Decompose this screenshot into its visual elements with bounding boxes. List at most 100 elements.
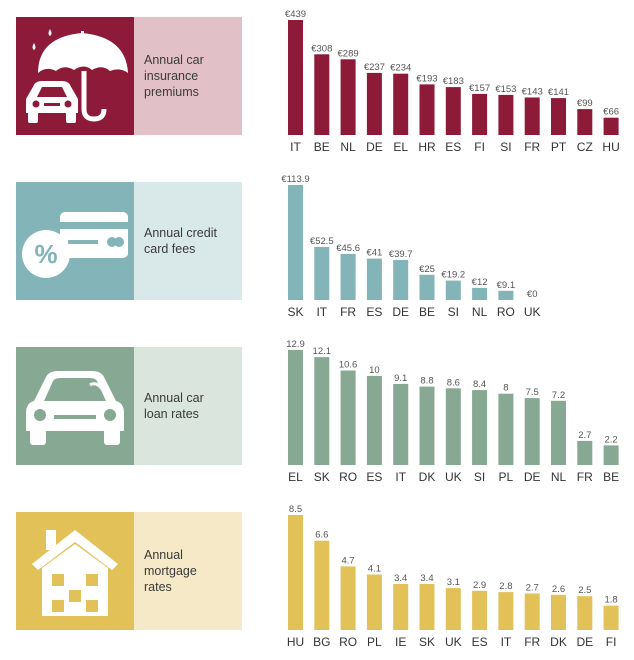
bar-value-label: €113.9 [281, 174, 309, 185]
bar-value-label: €289 [338, 48, 359, 59]
bar [445, 280, 461, 300]
bar-value-label: €25 [419, 264, 435, 275]
label-line: Annual credit [144, 226, 217, 240]
bar [393, 383, 409, 465]
credit-card-percent-icon: % [22, 212, 128, 278]
label-line: Annual car [144, 391, 204, 405]
label-line: premiums [144, 85, 199, 99]
bar [340, 59, 356, 135]
bar [419, 584, 435, 630]
bar [524, 593, 540, 630]
bar-value-label: 8 [503, 383, 508, 394]
bar [366, 375, 382, 465]
bar [419, 84, 435, 135]
bar-chart-credit-card: €113.9 SK €52.5 IT €45.6 FR €41 ES €39.7 DE €25 BE €… [281, 174, 541, 319]
bar [472, 93, 488, 135]
bar-value-label: 8.6 [447, 377, 460, 388]
bar [340, 254, 356, 300]
bar-value-label: €19.2 [441, 270, 465, 281]
category-label: ES [366, 305, 382, 319]
bar [603, 445, 619, 465]
bar-value-label: 2.2 [604, 434, 617, 445]
bar [577, 109, 593, 135]
category-label: PL [499, 470, 514, 484]
bar-value-label: 12.1 [313, 346, 332, 357]
bar [603, 117, 619, 135]
category-label: IT [316, 305, 327, 319]
category-label: FI [474, 140, 485, 154]
icon-tile: % [16, 182, 134, 300]
category-label: IT [395, 470, 406, 484]
label-tile: Annual car insurance premiums [134, 17, 242, 135]
bar-value-label: €9.1 [497, 280, 516, 291]
category-label: RO [497, 305, 515, 319]
category-label: RO [339, 470, 357, 484]
bar [498, 592, 514, 630]
category-label: DE [392, 305, 409, 319]
car-icon [26, 371, 124, 445]
bar-value-label: 12.9 [286, 339, 305, 350]
category-label: CZ [577, 140, 593, 154]
bar [472, 390, 488, 465]
category-label: SK [419, 635, 435, 649]
category-label: SK [314, 470, 330, 484]
bar-value-label: 8.8 [420, 376, 433, 387]
bar-value-label: 8.4 [473, 379, 486, 390]
category-label: NL [551, 470, 567, 484]
category-label: FR [577, 470, 593, 484]
bar-value-label: €52.5 [310, 236, 334, 247]
bar-value-label: 10 [369, 365, 380, 376]
category-label: IE [395, 635, 406, 649]
category-label: PT [551, 140, 567, 154]
bar-value-label: €153 [495, 84, 516, 95]
category-label: EL [393, 140, 408, 154]
bar [393, 73, 409, 135]
label-line: card fees [144, 242, 196, 256]
bar-value-label: €45.6 [336, 243, 360, 254]
bar [498, 393, 514, 465]
label-line: rates [144, 580, 172, 594]
category-label: RO [339, 635, 357, 649]
bar [577, 440, 593, 465]
bar [366, 574, 382, 630]
bar [288, 515, 303, 630]
category-label: FR [524, 140, 540, 154]
bar-value-label: 2.5 [578, 585, 591, 596]
bar [577, 596, 593, 630]
bar [393, 584, 409, 630]
bar [340, 566, 356, 630]
umbrella-car-icon [26, 29, 128, 123]
category-label: SI [448, 305, 459, 319]
category-label: FR [340, 305, 356, 319]
bar-value-label: 1.8 [604, 595, 617, 606]
house-icon [32, 530, 118, 616]
panel-car-insurance: Annual car insurance premiums €439 IT €308… [0, 9, 634, 165]
bar [498, 290, 514, 300]
bar [314, 54, 330, 135]
bar [419, 274, 435, 300]
bar-value-label: 4.7 [341, 555, 354, 566]
bar [419, 386, 435, 465]
panel-label: Annual car loan rates [144, 347, 240, 465]
label-line: Annual car [144, 53, 204, 67]
bar-value-label: 8.5 [289, 504, 302, 515]
bar-value-label: €157 [469, 83, 490, 94]
bar-value-label: €0 [527, 289, 538, 300]
bar [366, 258, 382, 300]
category-label: HU [287, 635, 304, 649]
bar [498, 94, 514, 135]
category-label: PL [367, 635, 382, 649]
bar-value-label: 6.6 [315, 530, 328, 541]
bar-value-label: €183 [443, 76, 464, 87]
bar [445, 588, 461, 630]
category-label: BG [313, 635, 330, 649]
category-label: UK [524, 305, 541, 319]
bar-value-label: 7.5 [526, 387, 539, 398]
label-line: insurance [144, 69, 199, 83]
icon-tile [16, 17, 134, 135]
bar [393, 259, 409, 300]
bar [551, 400, 566, 465]
bar-value-label: €237 [364, 62, 385, 73]
category-label: ES [472, 635, 488, 649]
category-label: ES [445, 140, 461, 154]
